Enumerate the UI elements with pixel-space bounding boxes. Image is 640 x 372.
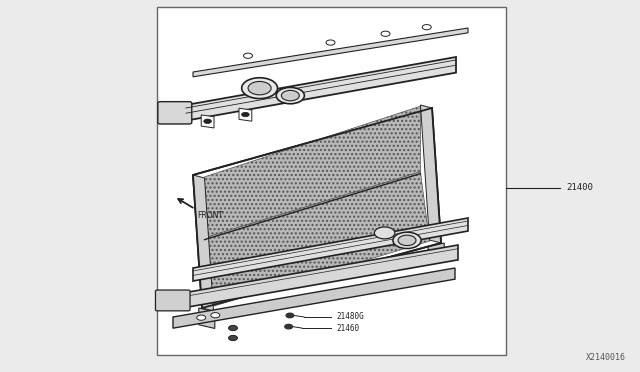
Polygon shape [420,105,441,243]
Polygon shape [193,175,214,311]
Polygon shape [193,218,468,281]
Polygon shape [199,308,215,328]
Text: FRONT: FRONT [197,211,223,220]
Circle shape [196,315,205,320]
Bar [157,7,506,355]
Polygon shape [201,115,214,128]
Circle shape [398,235,416,246]
Polygon shape [173,268,455,328]
Polygon shape [205,106,420,238]
Circle shape [285,324,292,329]
Polygon shape [193,28,468,77]
Text: X2140016: X2140016 [586,353,626,362]
Circle shape [393,232,421,248]
Text: 21460: 21460 [336,324,359,333]
Circle shape [374,227,395,239]
Circle shape [276,87,305,104]
Circle shape [422,25,431,30]
Circle shape [326,40,335,45]
Circle shape [248,81,271,95]
Polygon shape [183,245,458,308]
Circle shape [242,78,278,99]
Circle shape [241,112,249,117]
Circle shape [244,53,253,58]
Circle shape [204,119,211,124]
Circle shape [228,336,237,341]
Circle shape [228,326,237,331]
FancyBboxPatch shape [156,290,190,311]
Text: 21400: 21400 [566,183,593,192]
Polygon shape [193,108,441,308]
Polygon shape [428,243,444,263]
Circle shape [211,312,220,318]
Circle shape [282,90,300,101]
Circle shape [381,31,390,36]
FancyBboxPatch shape [158,102,192,124]
Polygon shape [205,172,429,306]
Polygon shape [239,108,252,121]
Circle shape [286,313,294,318]
Polygon shape [186,57,456,121]
Text: 21480G: 21480G [336,312,364,321]
